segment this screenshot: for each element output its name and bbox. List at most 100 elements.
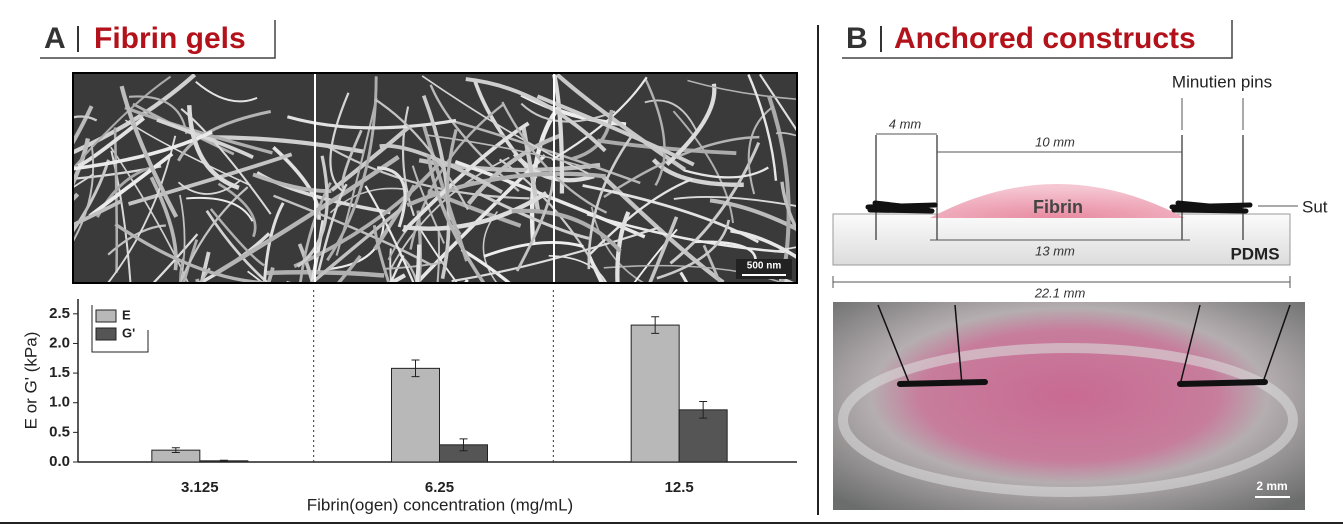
- panel-title: Fibrin gels: [94, 22, 246, 55]
- fiber: [88, 152, 174, 218]
- x-tick-label: 12.5: [665, 479, 694, 496]
- error-bar: [171, 447, 180, 454]
- fiber: [208, 135, 365, 154]
- fiber: [317, 183, 348, 272]
- fiber: [156, 118, 254, 160]
- fiber: [74, 145, 95, 242]
- fiber: [74, 75, 172, 169]
- legend-frame: [91, 305, 149, 353]
- fiber: [672, 110, 735, 224]
- fiber: [466, 133, 562, 206]
- fiber: [730, 228, 796, 259]
- fiber: [694, 240, 757, 260]
- photo-pins: [877, 304, 1291, 386]
- error-bar: [651, 316, 660, 334]
- dimension-label: 4 mm: [889, 116, 922, 131]
- panel-label: A: [44, 22, 66, 55]
- y-tick-label: 1.5: [49, 364, 70, 381]
- fiber: [296, 155, 329, 268]
- fiber: [656, 219, 731, 280]
- fiber: [501, 101, 608, 214]
- fiber: [552, 74, 565, 194]
- bar: [391, 367, 440, 463]
- scale-bar-label: 2 mm: [1256, 479, 1287, 493]
- y-tick-label: 0.0: [49, 453, 70, 470]
- y-tick-label: 2.5: [49, 305, 70, 322]
- fiber: [119, 85, 179, 218]
- chart: 0.0 0.5 1.0 1.5 2.0 2.5 3.125 6.25 12.5 E or G' (…: [21, 290, 797, 514]
- fiber: [416, 224, 458, 282]
- fiber: [403, 191, 548, 231]
- fiber: [603, 135, 760, 199]
- dimension-lines: [832, 98, 1298, 288]
- fiber: [389, 248, 393, 282]
- fiber: [247, 270, 263, 282]
- fiber: [551, 76, 648, 161]
- fiber: [74, 199, 123, 227]
- fiber: [406, 171, 606, 208]
- legend-label: E: [122, 307, 131, 322]
- fiber: [74, 115, 98, 122]
- error-bar: [219, 459, 228, 462]
- dimension-label: 10 mm: [1035, 134, 1075, 149]
- fiber: [665, 83, 717, 166]
- fiber: [589, 177, 693, 256]
- fiber: [451, 226, 659, 282]
- fiber: [536, 94, 695, 167]
- fiber: [511, 208, 622, 253]
- fiber: [263, 202, 285, 282]
- photo: [833, 302, 1305, 510]
- photo-ring: [838, 343, 1298, 497]
- fiber: [747, 74, 778, 181]
- fiber: [460, 248, 511, 282]
- fiber: [310, 205, 405, 282]
- fiber: [179, 186, 249, 282]
- panel-title: Anchored constructs: [894, 22, 1196, 55]
- fiber: [775, 132, 796, 137]
- fiber: [521, 126, 541, 214]
- fiber: [669, 141, 761, 265]
- y-axis-label: E or G' (kPa): [21, 332, 40, 430]
- fiber: [780, 181, 796, 232]
- fiber: [747, 105, 774, 195]
- fiber: [586, 212, 785, 254]
- fiber: [74, 74, 197, 155]
- x-tick-label: 6.25: [425, 479, 454, 496]
- fiber: [679, 271, 689, 282]
- fiber: [512, 152, 595, 183]
- fiber: [266, 266, 275, 282]
- legend-label: G': [122, 325, 135, 340]
- fiber: [644, 99, 698, 133]
- fiber: [773, 246, 796, 253]
- fiber: [107, 224, 166, 256]
- legend-swatch: [95, 309, 117, 323]
- fiber: [195, 81, 258, 103]
- fiber: [475, 190, 590, 240]
- fiber: [299, 182, 332, 282]
- fiber: [114, 222, 266, 282]
- sem-image: [72, 72, 798, 284]
- fiber: [426, 134, 591, 170]
- fiber: [205, 210, 269, 282]
- fiber: [128, 95, 188, 135]
- fiber: [74, 105, 94, 145]
- y-tick-label: 1.0: [49, 394, 70, 411]
- dimension-label: 22.1 mm: [1034, 285, 1086, 300]
- fiber: [648, 216, 679, 282]
- scale-bar-label: 500 nm: [747, 261, 782, 272]
- y-tick-label: 0.5: [49, 423, 70, 440]
- fiber: [329, 219, 385, 271]
- fiber: [633, 228, 678, 282]
- fiber: [179, 194, 186, 282]
- fiber: [379, 143, 504, 194]
- photo-sutures: [897, 379, 1268, 387]
- fiber: [426, 154, 486, 282]
- fiber: [587, 254, 604, 282]
- fiber: [377, 166, 407, 228]
- error-bar: [459, 438, 468, 452]
- fiber: [687, 79, 796, 100]
- fiber: [483, 240, 584, 258]
- bar: [630, 324, 680, 463]
- fiber: [673, 196, 796, 207]
- x-axis-label: Fibrin(ogen) concentration (mg/mL): [307, 495, 573, 514]
